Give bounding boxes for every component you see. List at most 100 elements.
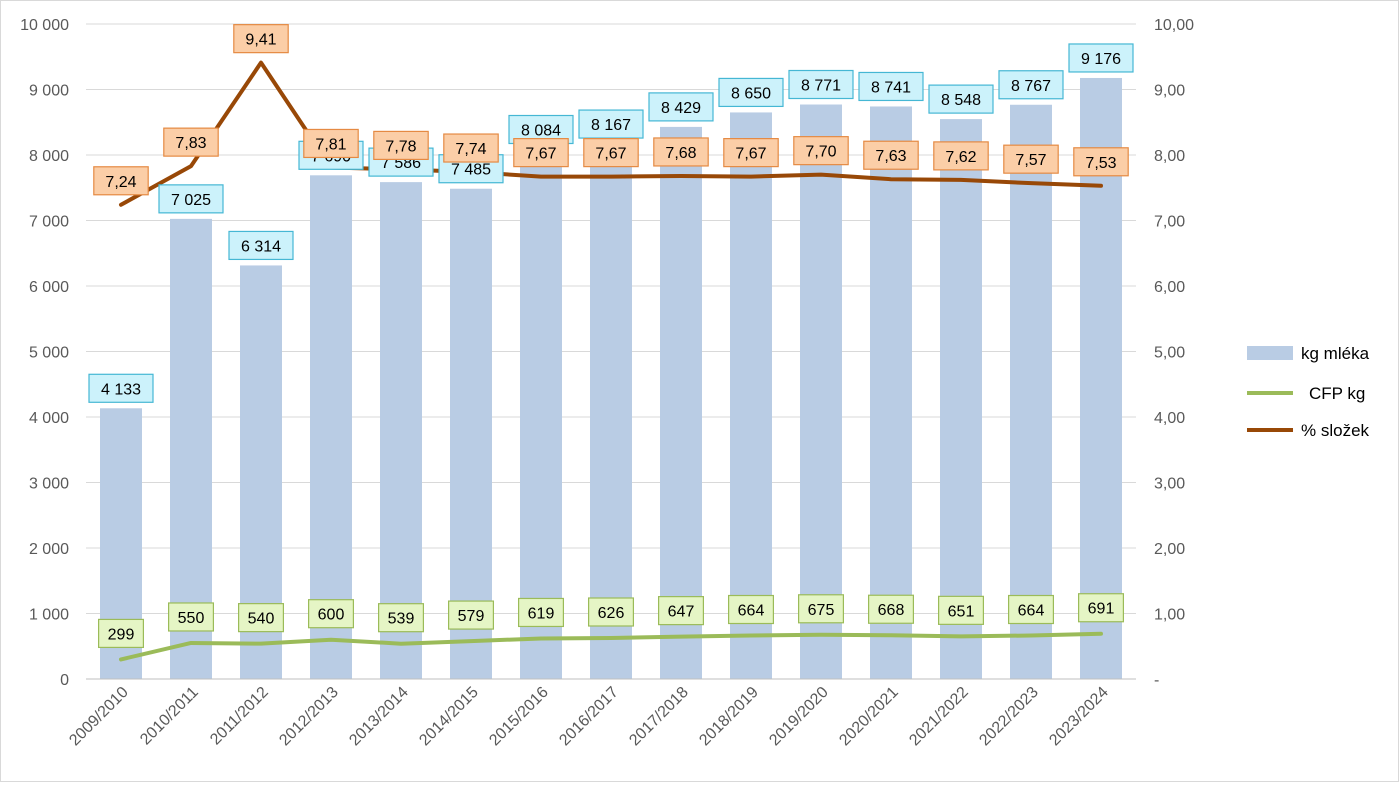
bar-data-label-box xyxy=(998,70,1064,100)
bar xyxy=(870,106,912,680)
x-tick-label: 2021/2022 xyxy=(906,684,972,750)
cfp-data-label: 600 xyxy=(308,599,355,629)
cfp-data-label-box xyxy=(1077,593,1124,623)
y-right-tick-label: 7,00 xyxy=(1154,214,1185,231)
y-left-tick-label: 10 000 xyxy=(20,17,69,34)
bar-data-label-text: 8 084 xyxy=(521,122,561,139)
bar-data-label: 8 741 xyxy=(858,71,924,102)
bar-data-label: 8 771 xyxy=(788,69,854,100)
x-tick-label: 2016/2017 xyxy=(556,684,622,750)
y-left-tick-label: 1 000 xyxy=(29,607,69,624)
y-right-tick-label: 2,00 xyxy=(1154,541,1185,558)
bar-data-label-text: 8 767 xyxy=(1011,78,1051,95)
x-tick-label: 2019/2020 xyxy=(766,684,832,750)
bar-data-label-box xyxy=(228,230,294,261)
cfp-data-label-box xyxy=(97,618,144,649)
bar-data-label-box xyxy=(578,109,644,139)
pct-data-label-text: 7,68 xyxy=(665,145,696,162)
pct-data-label: 7,24 xyxy=(93,166,149,196)
cfp-data-label: 540 xyxy=(238,603,285,633)
y-right-tick-label: 5,00 xyxy=(1154,345,1185,362)
bar-data-label-text: 9 176 xyxy=(1081,51,1121,68)
cfp-data-label-text: 299 xyxy=(108,626,135,643)
y-right-tick-label: 8,00 xyxy=(1154,148,1185,165)
cfp-data-label-text: 651 xyxy=(948,603,975,620)
pct-data-label-box xyxy=(443,133,499,163)
pct-data-label: 7,78 xyxy=(373,130,429,161)
cfp-data-label: 691 xyxy=(1077,593,1124,623)
bar-data-label-text: 8 650 xyxy=(731,85,771,102)
pct-data-label-text: 7,78 xyxy=(385,138,416,155)
bar xyxy=(1080,77,1122,680)
pct-data-label-box xyxy=(373,130,429,161)
y-right-tick-label: 9,00 xyxy=(1154,83,1185,100)
bar-data-label-box xyxy=(648,92,714,122)
bar-data-label: 8 429 xyxy=(648,92,714,122)
cfp-data-label-box xyxy=(727,594,774,625)
cfp-data-label: 651 xyxy=(937,595,984,625)
pct-data-label-text: 9,41 xyxy=(245,32,276,49)
cfp-data-label-box xyxy=(797,594,844,624)
x-tick-label: 2023/2024 xyxy=(1046,684,1112,750)
y-left-tick-label: 4 000 xyxy=(29,410,69,427)
cfp-data-label-text: 539 xyxy=(388,611,415,628)
cfp-data-label: 299 xyxy=(97,618,144,649)
cfp-data-label-box xyxy=(937,595,984,625)
bar xyxy=(380,182,422,679)
pct-data-label-text: 7,81 xyxy=(315,136,346,153)
pct-data-label-text: 7,53 xyxy=(1085,155,1116,172)
pct-data-label-box xyxy=(93,166,149,196)
x-tick-label: 2009/2010 xyxy=(66,684,132,750)
pct-data-label-text: 7,70 xyxy=(805,144,836,161)
pct-data-label-text: 7,74 xyxy=(455,141,486,158)
pct-data-label-box xyxy=(233,24,289,54)
x-tick-label: 2017/2018 xyxy=(626,684,692,750)
bar-data-label-text: 8 741 xyxy=(871,79,911,96)
y-left-tick-label: 9 000 xyxy=(29,83,69,100)
cfp-data-label-text: 675 xyxy=(808,602,835,619)
pct-data-label: 7,57 xyxy=(1003,144,1059,174)
bar xyxy=(170,218,212,680)
y-left-tick-label: 8 000 xyxy=(29,148,69,165)
bar-data-label-text: 8 429 xyxy=(661,100,701,117)
cfp-data-label-box xyxy=(587,597,634,627)
bar xyxy=(800,104,842,679)
y-right-tick-label: 4,00 xyxy=(1154,410,1185,427)
bar-data-label-text: 8 771 xyxy=(801,77,841,94)
cfp-data-label: 647 xyxy=(657,596,704,626)
cfp-data-label: 664 xyxy=(727,594,774,625)
pct-data-label: 7,67 xyxy=(723,138,779,168)
pct-data-label-text: 7,83 xyxy=(175,135,206,152)
bar-data-label-text: 8 548 xyxy=(941,92,981,109)
cfp-data-label: 539 xyxy=(378,603,425,633)
pct-data-label-box xyxy=(653,137,709,167)
x-tick-label: 2010/2011 xyxy=(137,684,202,749)
x-tick-label: 2013/2014 xyxy=(346,684,412,750)
bar-data-label-text: 4 133 xyxy=(101,381,141,398)
pct-data-label-box xyxy=(303,128,359,159)
y-right-tick-label: 1,00 xyxy=(1154,607,1185,624)
pct-data-label-text: 7,57 xyxy=(1015,152,1046,169)
bar-data-label: 4 133 xyxy=(88,373,154,403)
pct-data-label-box xyxy=(513,138,569,168)
cfp-data-label-text: 619 xyxy=(528,605,555,622)
pct-data-label-box xyxy=(933,141,989,171)
y-left-tick-label: 6 000 xyxy=(29,279,69,296)
pct-data-label-text: 7,67 xyxy=(595,146,626,163)
bar xyxy=(310,175,352,679)
bar-data-label-text: 6 314 xyxy=(241,238,281,255)
cfp-data-label-box xyxy=(308,599,355,629)
legend-swatch-kg-mleka xyxy=(1247,346,1293,360)
bar-data-label: 8 167 xyxy=(578,109,644,139)
cfp-data-label: 626 xyxy=(587,597,634,627)
cfp-data-label-box xyxy=(867,594,914,624)
cfp-data-label-box xyxy=(448,600,495,630)
bar-data-label-box xyxy=(88,373,154,403)
x-tick-label: 2018/2019 xyxy=(696,684,762,750)
bar-data-label: 7 025 xyxy=(158,184,224,214)
bar xyxy=(520,149,562,680)
bar-data-label-text: 7 025 xyxy=(171,192,211,209)
pct-data-label: 7,81 xyxy=(303,128,359,159)
pct-data-label: 7,68 xyxy=(653,137,709,167)
